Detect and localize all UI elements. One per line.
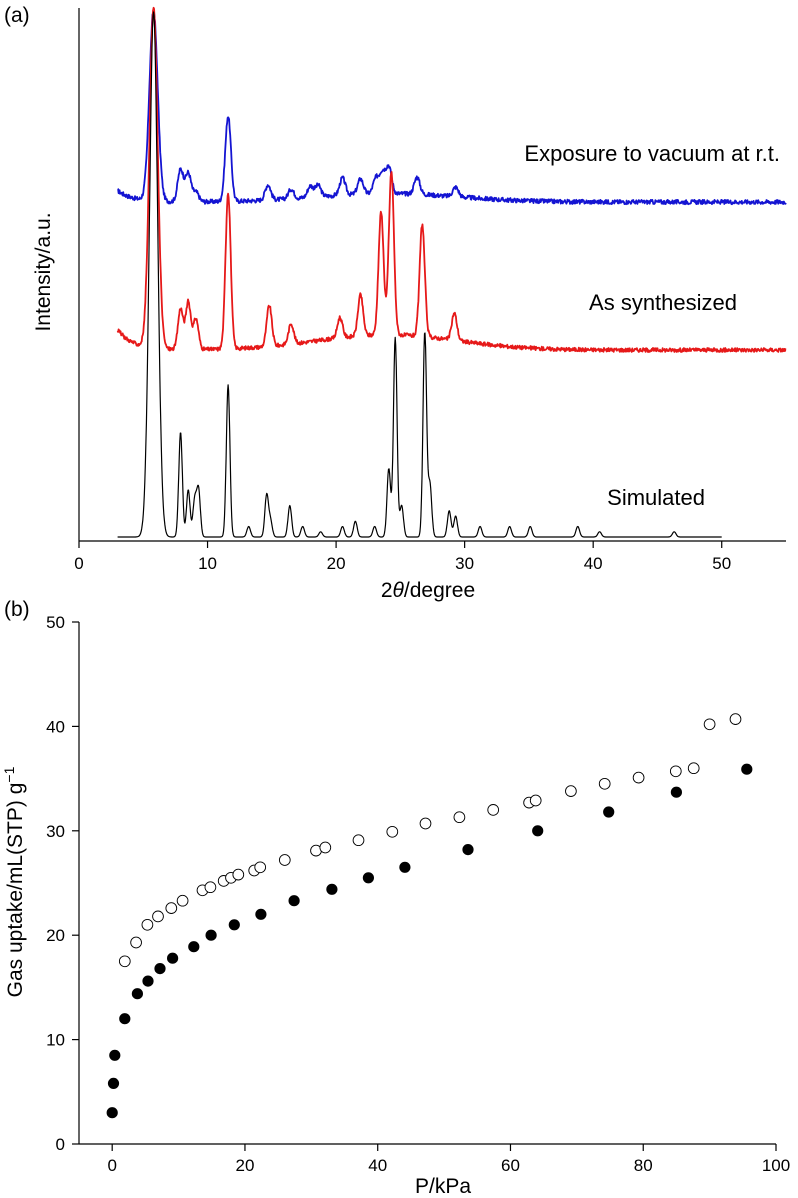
adsorption-point-open [118,955,131,968]
adsorption-point-filled [167,952,179,964]
panel-b-x-tick-label: 0 [107,1156,116,1175]
adsorption-point-open [176,894,189,907]
panel-b-y-tick-label: 0 [56,1135,65,1154]
adsorption-point-filled [109,1049,121,1061]
adsorption-point-filled [288,895,300,907]
pattern-simulated [117,11,722,538]
panel-a-x-tick-label: 20 [327,554,346,573]
adsorption-point-filled [326,883,338,895]
panel-b-y-ticks: 0 10 20 30 40 50 [46,613,79,1154]
panel-a-x-axis-title: 2θ/degree [381,579,475,602]
adsorption-point-open [687,762,700,775]
adsorption-point-open [632,771,645,784]
adsorption-point-open [487,804,500,816]
panel-b-x-tick-label: 100 [762,1156,790,1175]
panel-b-x-axis-title: P/kPa [415,1175,471,1198]
panel-a-x-tick-label: 40 [584,554,603,573]
adsorption-point-filled [228,919,240,931]
panel-a-y-axis-title: Intensity/a.u. [32,212,55,331]
adsorption-point-filled [255,908,267,920]
adsorption-point-filled [399,861,411,873]
adsorption-point-open [669,765,682,778]
adsorption-point-filled [188,941,200,953]
adsorption-point-filled [142,975,154,987]
adsorption-point-open [565,785,577,797]
pattern-as-synthesized [116,6,787,353]
panel-a: (a) Intensity/a.u. 0 10 20 30 40 50 2θ/degree… [4,4,787,602]
panel-a-x-ticks: 0 10 20 30 40 50 [74,541,731,573]
panel-b-y-axis-title: Gas uptake/mL(STP) g−1 [1,766,27,997]
panel-b-x-ticks: 0 20 40 60 80 100 [107,1144,790,1175]
panel-b-points [106,713,753,1119]
adsorption-point-open [453,811,466,824]
y-title-main: Gas uptake/mL(STP) g [4,783,27,998]
adsorption-point-open [729,713,742,725]
panel-b-x-tick-label: 60 [501,1156,520,1175]
adsorption-point-filled [362,872,374,884]
panel-b-x-tick-label: 80 [634,1156,653,1175]
adsorption-point-open [598,777,611,790]
adsorption-point-filled [106,1107,118,1119]
panel-b-y-tick-label: 30 [46,822,65,841]
panel-b-x-tick-label: 20 [235,1156,254,1175]
panel-a-x-tick-label: 30 [455,554,474,573]
adsorption-point-filled [119,1013,131,1025]
adsorption-point-filled [741,763,753,775]
y-title-sup: −1 [1,766,17,782]
adsorption-point-open [254,861,267,874]
panel-a-x-tick-label: 50 [712,554,731,573]
adsorption-point-open [204,881,217,894]
panel-b: (b) Gas uptake/mL(STP) g−1 0 20 40 60 80 100 … [1,598,790,1198]
adsorption-point-open [386,825,399,838]
adsorption-point-open [278,854,291,866]
adsorption-point-filled [532,825,544,837]
adsorption-point-open [529,794,542,807]
adsorption-point-open [141,918,154,931]
panel-b-y-tick-label: 40 [46,717,65,736]
adsorption-point-filled [462,843,474,856]
panel-b-y-tick-label: 20 [46,926,65,945]
adsorption-point-filled [154,962,166,975]
adsorption-point-open [165,902,178,914]
x-title-suffix: /degree [404,579,475,602]
adsorption-point-open [703,718,716,731]
adsorption-point-open [419,817,432,830]
adsorption-point-open [152,910,164,923]
series-label-as-synthesized: As synthesized [589,290,737,315]
panel-b-label: (b) [4,598,30,621]
adsorption-point-filled [670,786,683,798]
adsorption-point-filled [205,929,217,941]
adsorption-point-open [232,868,245,881]
adsorption-point-open [130,936,142,949]
panel-b-y-tick-label: 10 [46,1031,65,1050]
panel-a-x-tick-label: 10 [198,554,217,573]
series-label-vacuum: Exposure to vacuum at r.t. [524,141,780,166]
series-label-simulated: Simulated [607,485,705,510]
panel-a-x-tick-label: 0 [74,554,83,573]
adsorption-point-open [319,841,332,854]
panel-b-x-tick-label: 40 [368,1156,387,1175]
panel-b-y-tick-label: 50 [46,613,65,632]
adsorption-point-filled [131,988,143,1000]
pattern-exposure-to-vacuum-at-r-t [117,9,787,206]
x-title-prefix: 2 [381,579,393,602]
adsorption-point-open [352,834,365,847]
adsorption-point-filled [603,806,615,818]
adsorption-point-filled [107,1077,120,1090]
x-title-theta: θ [393,579,405,602]
panel-a-series [116,6,787,538]
panel-a-label: (a) [4,4,30,27]
